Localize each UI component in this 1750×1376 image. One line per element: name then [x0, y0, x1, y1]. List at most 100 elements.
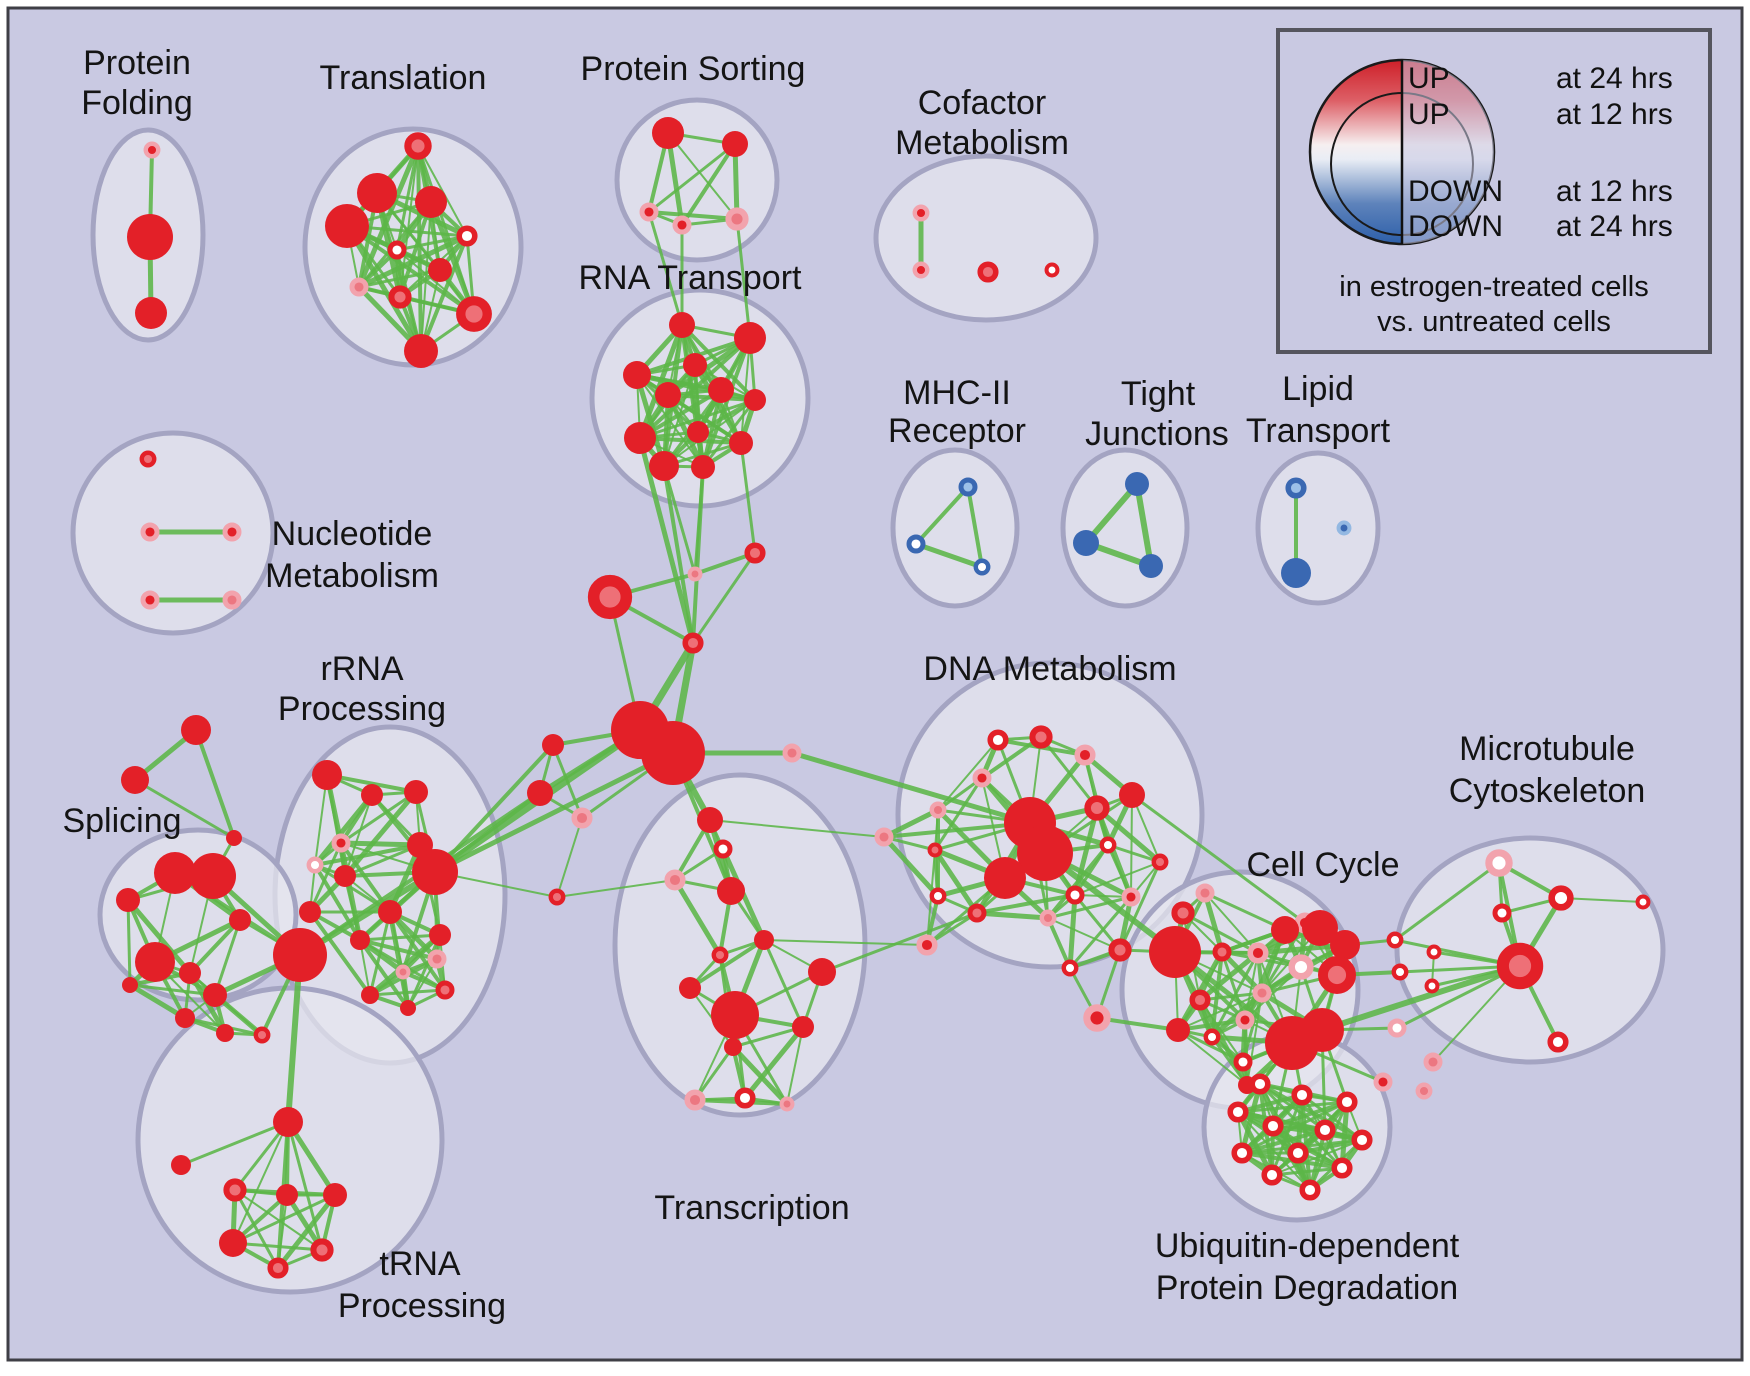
gene-node	[222, 522, 242, 542]
gene-node	[1108, 938, 1132, 962]
edge	[233, 1188, 280, 1270]
edge	[308, 910, 372, 997]
gene-node	[729, 431, 753, 455]
gene-node	[1287, 1142, 1309, 1164]
gene-node	[1125, 472, 1149, 496]
edge	[1203, 891, 1287, 932]
cluster-label-microtubule: Cytoskeleton	[1449, 772, 1646, 810]
gene-node	[116, 888, 140, 912]
edge	[1106, 843, 1162, 864]
gene-node	[404, 780, 428, 804]
gene-node	[1288, 954, 1314, 980]
gene-node	[744, 542, 766, 564]
edge	[1094, 805, 1163, 865]
gene-node	[958, 477, 978, 497]
gene-node	[571, 807, 593, 829]
gene-node	[548, 888, 566, 906]
edge	[693, 1045, 735, 1102]
gene-node	[299, 901, 321, 923]
gene-node	[682, 632, 704, 654]
gene-node	[1044, 262, 1060, 278]
cluster-label-trna: tRNA	[379, 1245, 461, 1283]
edge	[1236, 1093, 1304, 1114]
gene-node	[428, 258, 452, 282]
gene-node	[912, 261, 930, 279]
gene-node	[1336, 520, 1352, 536]
edge	[740, 337, 751, 444]
edge	[693, 551, 757, 576]
edge	[356, 233, 470, 290]
edge	[213, 918, 242, 997]
gene-node	[1318, 956, 1356, 994]
gene-node	[641, 721, 705, 785]
cluster-label-mhc: Receptor	[888, 412, 1026, 450]
gene-node	[1426, 944, 1442, 960]
gene-node	[334, 865, 356, 887]
gene-node	[222, 590, 242, 610]
gene-node	[404, 132, 432, 160]
gene-node	[929, 887, 947, 905]
cluster-label-microtubule: Microtubule	[1459, 730, 1635, 768]
cluster-label-lipid: Transport	[1246, 412, 1391, 450]
gene-node	[1336, 1091, 1358, 1113]
edge	[1270, 1166, 1344, 1177]
gene-node	[1029, 725, 1053, 749]
edge	[980, 735, 1043, 780]
edge	[672, 877, 723, 958]
gene-node	[135, 942, 175, 982]
edge	[419, 234, 469, 353]
gene-node	[1387, 1018, 1407, 1038]
edge	[339, 790, 418, 845]
gene-node	[223, 1178, 247, 1202]
edge	[344, 223, 424, 354]
gene-node	[1017, 825, 1073, 881]
gene-node	[1271, 916, 1299, 944]
legend-term: UP	[1408, 62, 1450, 95]
edge	[358, 933, 442, 942]
edge	[1046, 916, 1072, 970]
gene-node	[310, 1238, 334, 1262]
gene-node	[179, 962, 201, 984]
gene-node	[427, 949, 447, 969]
edge	[231, 1241, 324, 1252]
gene-node	[1061, 959, 1079, 977]
gene-node	[1635, 894, 1651, 910]
gene-node	[226, 830, 242, 846]
edge	[932, 847, 980, 916]
edge	[709, 819, 885, 838]
gene-node	[684, 1089, 706, 1111]
gene-node	[139, 450, 157, 468]
gene-node	[143, 141, 161, 159]
cluster-label-transcription: Transcription	[654, 1189, 849, 1227]
gene-node	[1548, 885, 1574, 911]
gene-node	[1065, 885, 1085, 905]
gene-node	[361, 986, 379, 1004]
gene-node	[267, 1257, 289, 1279]
cluster-ellipse-protein-sorting	[614, 97, 780, 263]
edge	[420, 201, 432, 352]
gene-node	[679, 977, 701, 999]
gene-node	[711, 946, 729, 964]
gene-node	[219, 1229, 247, 1257]
gene-node	[350, 930, 370, 950]
edge	[680, 142, 737, 227]
gene-node	[687, 421, 709, 443]
gene-node	[229, 909, 251, 931]
gene-node	[1171, 901, 1195, 925]
edge	[667, 132, 738, 220]
edge	[432, 750, 676, 875]
gene-node	[542, 734, 564, 756]
edge	[662, 464, 697, 576]
edge	[232, 1121, 289, 1244]
edge	[406, 933, 442, 1010]
cluster-label-protein-sorting: Protein Sorting	[581, 50, 806, 88]
cluster-label-protein-folding: Folding	[81, 84, 193, 122]
gene-node	[1189, 989, 1211, 1011]
gene-node	[415, 186, 447, 218]
edge	[688, 938, 766, 990]
gene-node	[987, 729, 1009, 751]
cluster-label-cofactor: Cofactor	[918, 84, 1047, 122]
edge	[1236, 1100, 1349, 1114]
gene-node	[349, 277, 369, 297]
edge	[1177, 992, 1263, 1031]
